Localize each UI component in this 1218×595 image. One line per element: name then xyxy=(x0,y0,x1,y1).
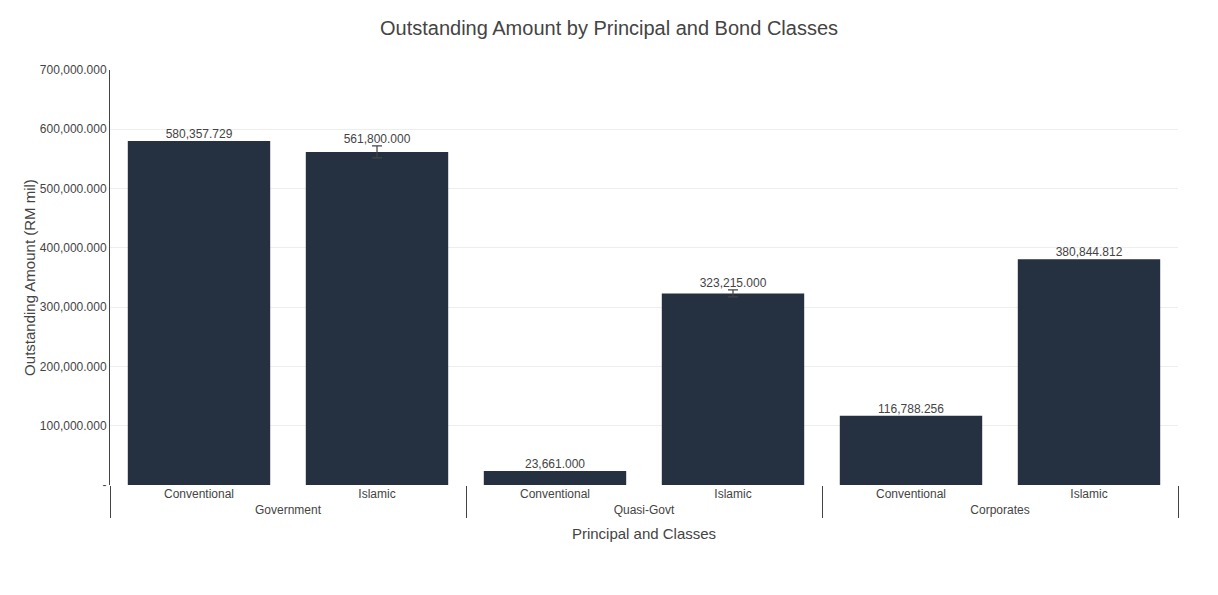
svg-text:400,000.000: 400,000.000 xyxy=(40,241,107,255)
svg-text:300,000.000: 300,000.000 xyxy=(40,300,107,314)
svg-text:Quasi-Govt: Quasi-Govt xyxy=(614,503,675,517)
svg-text:100,000.000: 100,000.000 xyxy=(40,419,107,433)
svg-text:561,800.000: 561,800.000 xyxy=(344,132,411,146)
svg-text:600,000.000: 600,000.000 xyxy=(40,122,107,136)
svg-text:Outstanding Amount by Principa: Outstanding Amount by Principal and Bond… xyxy=(380,17,838,39)
svg-text:Islamic: Islamic xyxy=(1070,487,1107,501)
svg-text:700,000.000: 700,000.000 xyxy=(40,63,107,77)
svg-text:-: - xyxy=(103,478,107,492)
svg-text:200,000.000: 200,000.000 xyxy=(40,360,107,374)
svg-text:Islamic: Islamic xyxy=(714,487,751,501)
svg-text:Islamic: Islamic xyxy=(358,487,395,501)
svg-text:380,844.812: 380,844.812 xyxy=(1056,245,1123,259)
svg-text:23,661.000: 23,661.000 xyxy=(525,457,585,471)
svg-text:116,788.256: 116,788.256 xyxy=(878,402,944,416)
svg-text:Outstanding Amount (RM mil): Outstanding Amount (RM mil) xyxy=(21,179,38,376)
svg-text:323,215.000: 323,215.000 xyxy=(700,276,767,290)
svg-text:Principal and Classes: Principal and Classes xyxy=(572,525,716,542)
svg-text:Corporates: Corporates xyxy=(970,503,1029,517)
svg-text:Conventional: Conventional xyxy=(876,487,946,501)
svg-text:Government: Government xyxy=(255,503,322,517)
svg-text:Conventional: Conventional xyxy=(520,487,590,501)
svg-text:580,357.729: 580,357.729 xyxy=(166,127,233,141)
svg-text:Conventional: Conventional xyxy=(164,487,234,501)
svg-text:500,000.000: 500,000.000 xyxy=(40,182,107,196)
